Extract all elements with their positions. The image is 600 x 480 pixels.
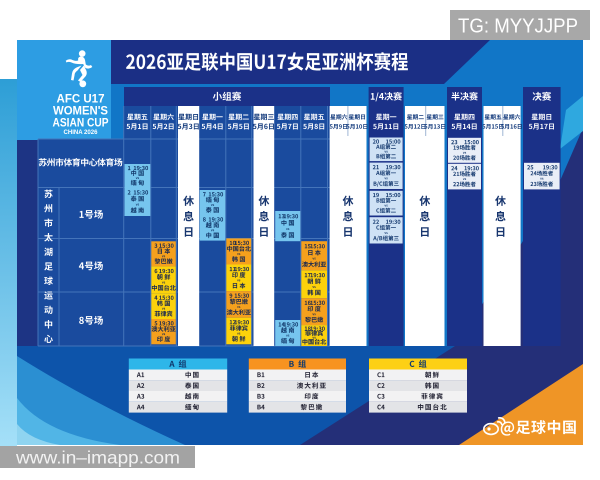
svg-text:TG: MYYJJPP: TG: MYYJJPP (458, 15, 578, 38)
svg-text:ASIAN CUP: ASIAN CUP (53, 116, 109, 130)
svg-text:AFC U17: AFC U17 (57, 92, 105, 106)
svg-text:www.in–imapp.com: www.in–imapp.com (15, 448, 180, 468)
svg-text:WOMEN'S: WOMEN'S (53, 104, 108, 118)
svg-text:CHINA 2026: CHINA 2026 (64, 129, 99, 136)
